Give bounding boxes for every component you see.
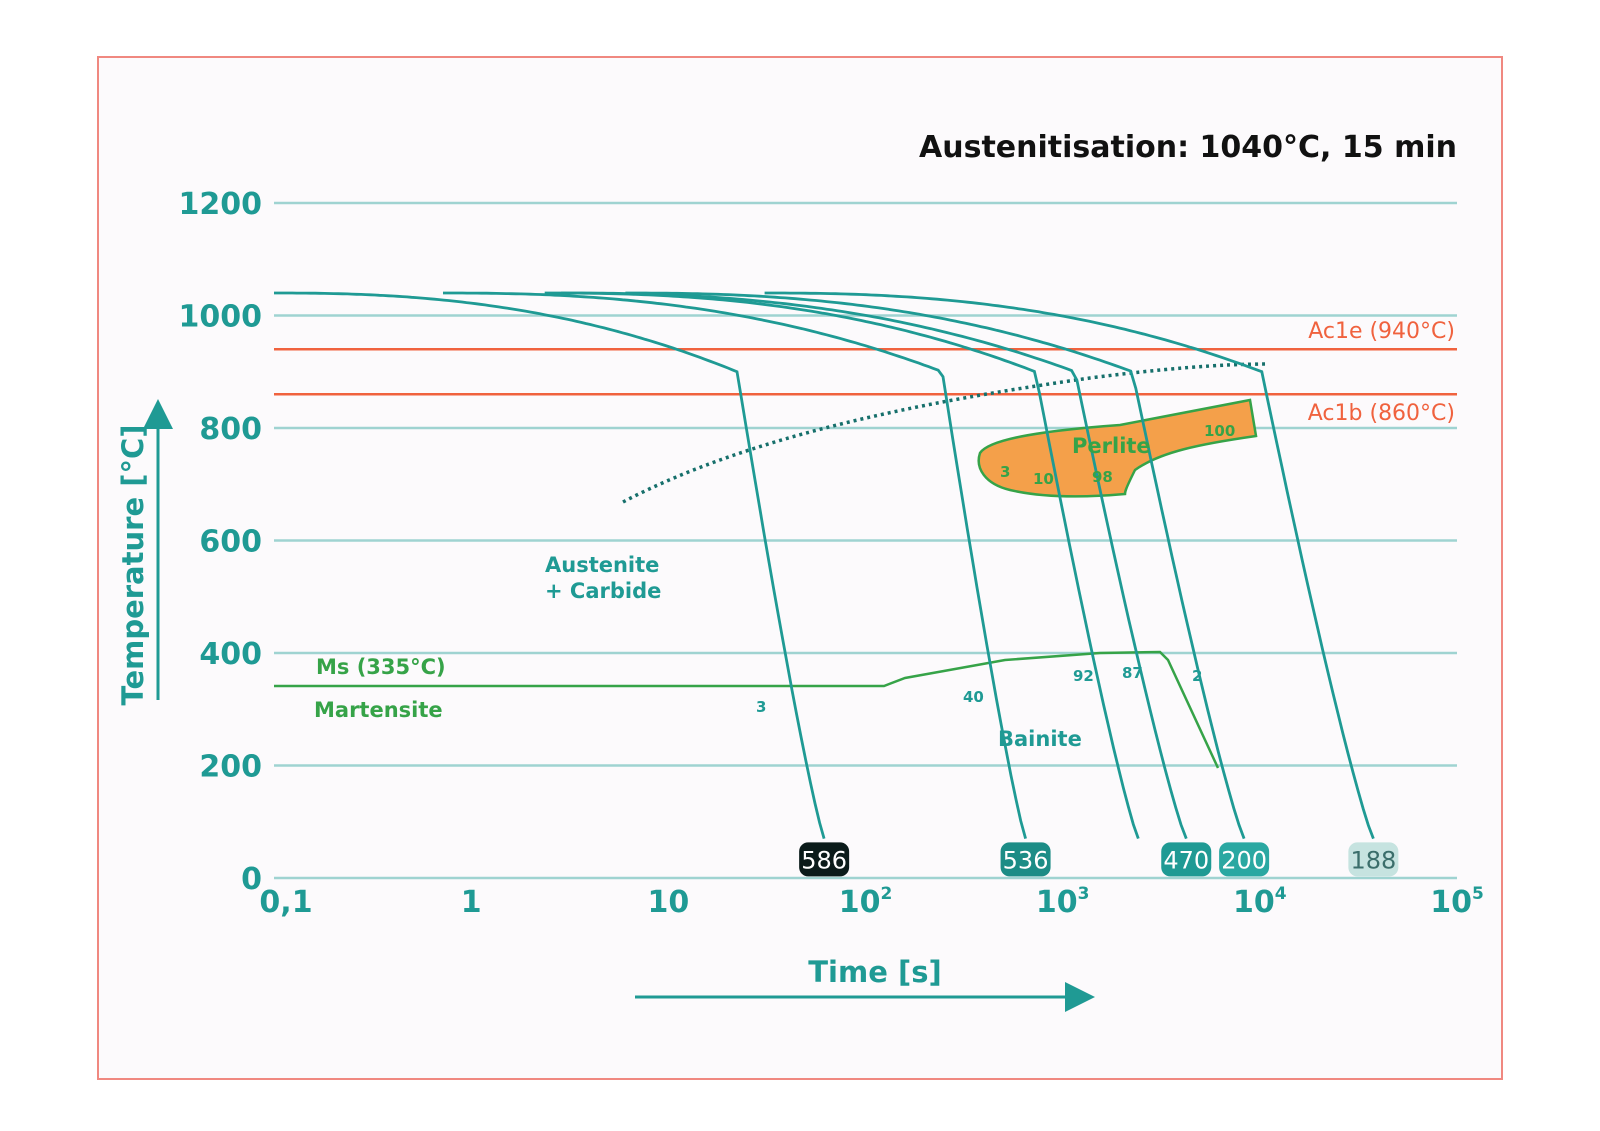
pct-perlite-100: 100: [1204, 422, 1235, 440]
cooling-curve-2: [443, 291, 1027, 839]
pct-perlite-98: 98: [1092, 468, 1113, 486]
ac1e-label: Ac1e (940°C): [1308, 319, 1455, 344]
pct-bainite-2: 2: [1192, 667, 1202, 685]
hardness-labels: 586 536 470 200 188: [799, 842, 1399, 877]
ac-lines: [274, 348, 1457, 396]
x-tick-3: 102: [839, 884, 893, 920]
hardness-value-200: 200: [1221, 846, 1267, 874]
x-tick-0: 0,1: [259, 885, 312, 920]
pct-bainite-92: 92: [1073, 667, 1094, 685]
hardness-value-536: 536: [1003, 846, 1049, 874]
hardness-value-586: 586: [801, 846, 847, 874]
y-gridlines: [274, 201, 1457, 880]
x-tick-5: 104: [1233, 884, 1287, 920]
carbide-label: + Carbide: [545, 579, 661, 603]
pct-perlite-10: 10: [1033, 470, 1054, 488]
hardness-536: 536: [1000, 842, 1051, 877]
pct-bainite-87: 87: [1122, 664, 1143, 682]
martensite-label: Martensite: [314, 698, 443, 722]
ac1b-label: Ac1b (860°C): [1308, 401, 1455, 426]
chart-frame: [97, 56, 1503, 1080]
y-tick-0: 0: [241, 862, 262, 897]
x-tick-4: 103: [1036, 884, 1090, 920]
perlite-label: Perlite: [1072, 434, 1151, 458]
perlite-region: [977, 398, 1258, 498]
hardness-200: 200: [1219, 842, 1270, 877]
y-tick-1200: 1200: [179, 187, 263, 222]
dotted-transformation-curve: [622, 362, 1269, 504]
x-tick-labels: 0,1110102103104105106: [259, 884, 1484, 920]
cooling-curve-4: [544, 291, 1140, 840]
pct-martensite: 3: [756, 698, 766, 716]
cooling-curve-1: [274, 291, 826, 839]
hardness-470: 470: [1161, 842, 1212, 877]
pct-perlite-3: 3: [1000, 463, 1010, 481]
chart-title: Austenitisation: 1040°C, 15 min: [919, 130, 1457, 165]
cooling-curve-5: [625, 291, 1246, 840]
y-tick-800: 800: [199, 412, 262, 447]
y-axis-label: Temperature [°C]: [116, 425, 150, 706]
x-tick-6: 105: [1430, 884, 1484, 920]
austenite-label: Austenite: [545, 553, 659, 577]
ms-label: Ms (335°C): [316, 655, 446, 679]
y-tick-1000: 1000: [179, 300, 263, 335]
y-tick-labels: 0 200 400 600 800 1000 1200: [179, 187, 263, 897]
x-tick-2: 10: [647, 885, 689, 920]
cooling-curves: [274, 291, 1375, 840]
x-axis-label: Time [s]: [808, 955, 941, 989]
hardness-value-470: 470: [1163, 846, 1209, 874]
hardness-value-188: 188: [1350, 846, 1396, 874]
y-tick-400: 400: [199, 637, 262, 672]
x-tick-1: 1: [461, 885, 482, 920]
pct-bainite-40: 40: [963, 688, 984, 706]
ms-line: [274, 650, 1220, 769]
bainite-label: Bainite: [998, 727, 1082, 751]
y-tick-200: 200: [199, 750, 262, 785]
y-tick-600: 600: [199, 525, 262, 560]
hardness-188: 188: [1348, 842, 1399, 877]
cooling-curve-6: [764, 291, 1375, 840]
hardness-586: 586: [799, 842, 850, 877]
